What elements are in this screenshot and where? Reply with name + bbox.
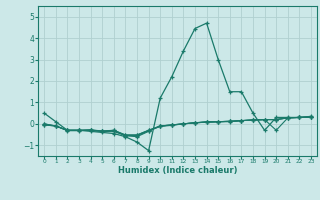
- X-axis label: Humidex (Indice chaleur): Humidex (Indice chaleur): [118, 166, 237, 175]
